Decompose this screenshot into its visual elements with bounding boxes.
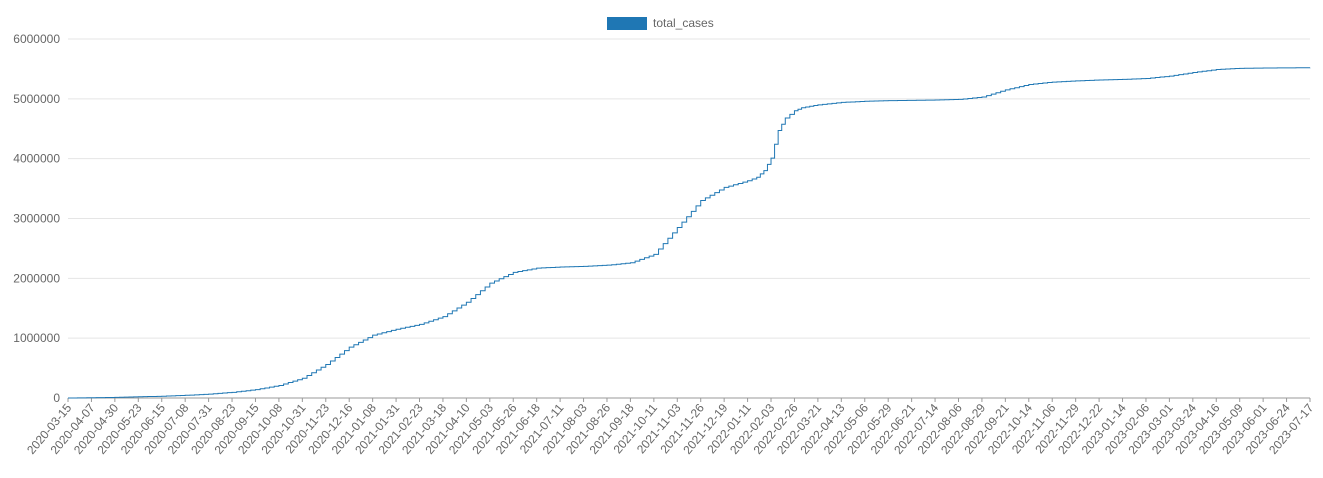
x-axis: 2020-03-152020-04-072020-04-302020-05-23… xyxy=(24,398,1317,457)
y-tick-label: 0 xyxy=(53,391,60,405)
y-tick-label: 2000000 xyxy=(13,271,60,285)
y-tick-label: 4000000 xyxy=(13,152,60,166)
legend-swatch xyxy=(607,17,647,30)
legend-label: total_cases xyxy=(653,16,714,30)
gridlines xyxy=(68,38,1310,399)
legend[interactable]: total_cases xyxy=(607,16,714,30)
y-axis: 0 1000000 2000000 3000000 4000000 5000000 6000… xyxy=(13,32,60,405)
y-tick-label: 6000000 xyxy=(13,32,60,46)
y-tick-label: 1000000 xyxy=(13,331,60,345)
series-line-total_cases xyxy=(68,67,1311,399)
y-tick-label: 5000000 xyxy=(13,92,60,106)
y-tick-label: 3000000 xyxy=(13,212,60,226)
